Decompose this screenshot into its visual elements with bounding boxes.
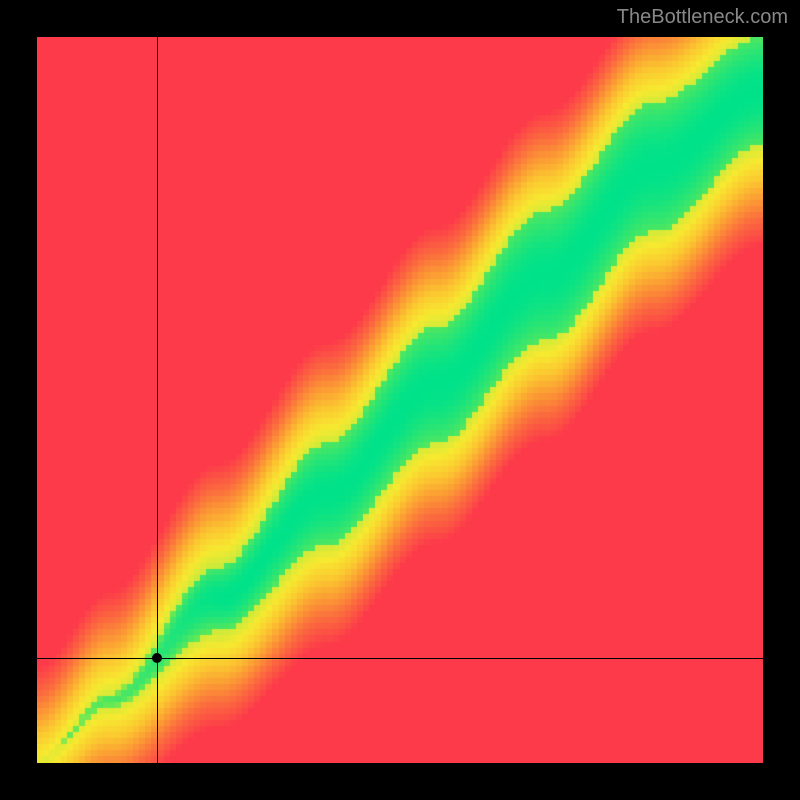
chart-container: TheBottleneck.com bbox=[0, 0, 800, 800]
watermark-text: TheBottleneck.com bbox=[617, 6, 788, 29]
marker-dot bbox=[152, 653, 162, 663]
heatmap-plot bbox=[37, 37, 763, 763]
crosshair-horizontal bbox=[37, 658, 763, 659]
heatmap-canvas bbox=[37, 37, 763, 763]
